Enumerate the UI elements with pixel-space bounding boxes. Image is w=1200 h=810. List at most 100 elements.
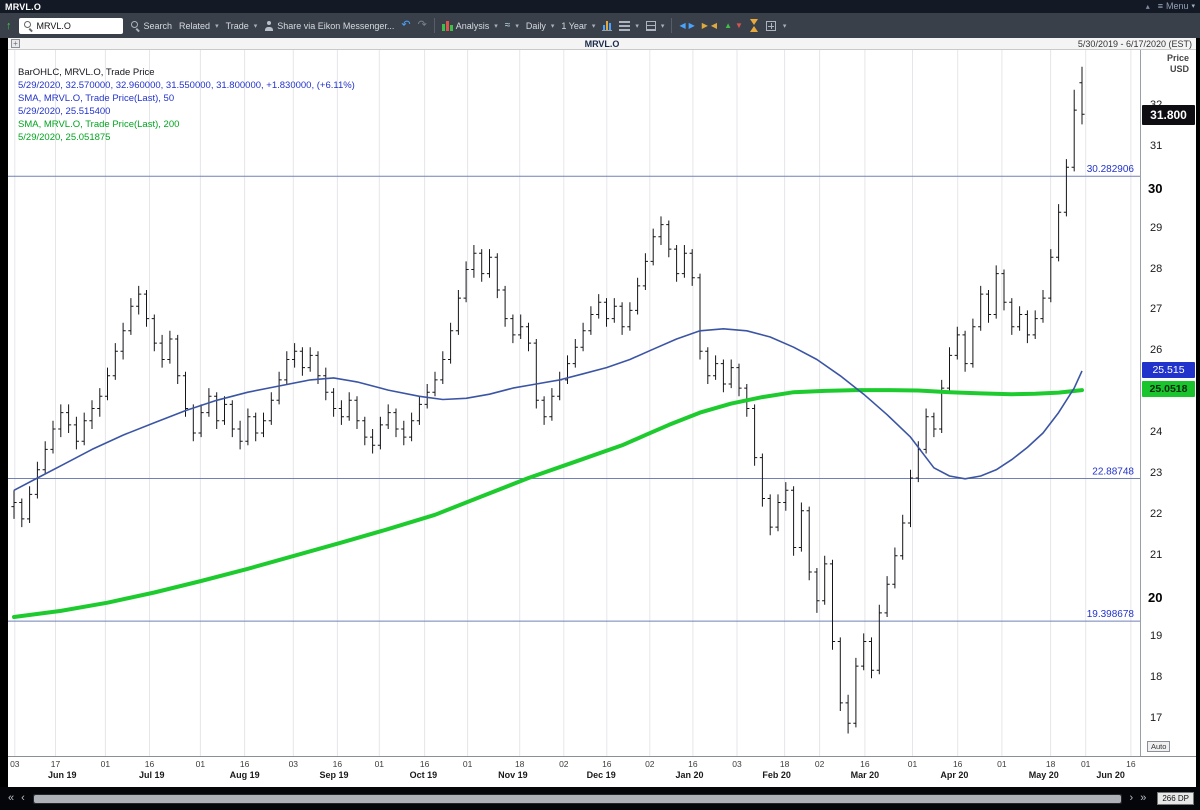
nav-up-button[interactable]: ↑: [6, 20, 12, 32]
x-axis-month-label: Dec 19: [586, 770, 616, 780]
chart-options-icon[interactable]: [11, 39, 20, 48]
compare-button[interactable]: [619, 20, 639, 31]
ohlc-bar: [985, 290, 992, 323]
x-axis-day-label: 02: [645, 759, 655, 769]
mini-chart-icon: [602, 20, 613, 31]
ohlc-bar: [89, 400, 95, 429]
toolbar-divider: [433, 18, 435, 33]
ohlc-bar: [518, 314, 524, 339]
sma200-line[interactable]: [12, 388, 1084, 619]
ohlc-bar: [892, 547, 898, 589]
scroll-left-button[interactable]: ‹: [21, 792, 25, 804]
menu-button[interactable]: Menu: [1158, 2, 1195, 11]
range-dropdown[interactable]: 1 Year: [561, 21, 595, 31]
ohlc-bar: [728, 359, 734, 389]
ohlc-bar: [370, 429, 376, 454]
left-arrow-icon: ◀: [710, 21, 718, 30]
ohlc-bar: [946, 347, 953, 393]
chevron-down-icon: ▾: [782, 22, 787, 30]
ohlc-bar: [331, 388, 337, 417]
ohlc-bar: [377, 416, 383, 450]
x-axis-day-label: 16: [602, 759, 612, 769]
chart-type-button[interactable]: [602, 20, 613, 31]
y-axis-label: 24: [1150, 426, 1163, 438]
sma50-line[interactable]: [13, 328, 1083, 492]
ohlc-bar: [112, 343, 118, 380]
ohlc-bar: [214, 392, 220, 429]
scroll-far-right-button[interactable]: »: [1140, 792, 1147, 804]
ohlc-bar: [245, 408, 251, 446]
ohlc-bar: [572, 339, 578, 368]
y-axis-label: 26: [1150, 344, 1163, 357]
x-axis-day-label: 16: [1126, 759, 1136, 769]
ohlc-bar: [650, 228, 656, 266]
scrollbar-track[interactable]: [32, 793, 1122, 804]
chart-panel: MRVL.O 5/30/2019 - 6/17/2020 (EST) 30.28…: [8, 38, 1196, 787]
scrollbar-thumb[interactable]: [33, 794, 1121, 803]
analysis-dropdown[interactable]: Analysis: [441, 20, 498, 31]
pan-left-right-button[interactable]: ◀ ▶: [679, 21, 694, 30]
ohlc-bar: [619, 302, 625, 335]
undo-button[interactable]: ↶: [401, 20, 410, 31]
wave-icon: ≈: [504, 19, 511, 31]
analysis-label: Analysis: [455, 20, 490, 31]
related-dropdown[interactable]: Related: [179, 21, 219, 31]
symbol-input[interactable]: [36, 20, 119, 31]
chart-style-dropdown[interactable]: ≈: [504, 19, 519, 31]
ohlc-bar: [627, 302, 633, 331]
y-axis-label: 28: [1150, 262, 1163, 275]
window-titlebar: MRVL.O ▴ Menu: [0, 0, 1200, 13]
search-button[interactable]: Search: [130, 20, 173, 31]
auto-scale-button[interactable]: Auto: [1147, 741, 1171, 752]
x-axis-day-label: 18: [779, 759, 790, 769]
x-axis-day-label: 18: [1045, 759, 1056, 769]
scroll-right-button[interactable]: ›: [1129, 792, 1134, 804]
redo-button[interactable]: ↷: [418, 20, 427, 31]
templates-button[interactable]: [645, 20, 665, 31]
ohlc-bar: [884, 576, 890, 617]
window-title: MRVL.O: [5, 1, 42, 12]
x-axis-month-label: May 20: [1028, 770, 1059, 780]
chart-symbol-title: MRVL.O: [584, 39, 620, 49]
price-chart[interactable]: 30.282906 22.88748 19.398678: [8, 50, 1140, 756]
ohlc-bar: [159, 334, 165, 368]
ohlc-bar: [362, 416, 368, 446]
ohlc-bar: [502, 285, 508, 327]
ohlc-bar: [666, 220, 672, 258]
ohlc-bar: [993, 265, 999, 319]
ohlc-bar: [791, 486, 797, 556]
ohlc-bar: [463, 261, 469, 303]
crosshair-button[interactable]: [765, 20, 776, 31]
interval-dropdown[interactable]: Daily: [526, 21, 555, 31]
ohlc-bar: [221, 396, 228, 425]
popout-icon[interactable]: ▴: [1145, 1, 1150, 11]
more-tools-button[interactable]: ▾: [783, 22, 787, 30]
x-axis-day-label: 01: [462, 759, 473, 769]
x-axis-month-label: Jul 19: [139, 770, 165, 780]
undo-icon: ↶: [401, 19, 411, 31]
price-axis[interactable]: Price USD Auto 1718192021222324252627282…: [1140, 50, 1196, 756]
compress-button[interactable]: ▶ ◀: [702, 21, 717, 30]
time-delay-button[interactable]: [749, 19, 759, 32]
y-axis-label: 29: [1150, 221, 1163, 234]
trade-dropdown[interactable]: Trade: [226, 21, 258, 31]
trade-label: Trade: [225, 20, 249, 31]
symbol-search-box[interactable]: [18, 17, 123, 34]
ohlc-bar: [1071, 89, 1077, 172]
up-arrow-icon: ↑: [6, 19, 12, 32]
search-label: Search: [143, 20, 173, 31]
scroll-far-left-button[interactable]: «: [8, 792, 15, 804]
y-axis-label: 18: [1150, 671, 1163, 684]
x-axis-day-label: 03: [288, 759, 299, 769]
ohlc-bar: [635, 277, 641, 315]
time-axis[interactable]: 03 17 01 16 01 16 03 16 01 16 01 18 02 16 02 16 03 18 02 16…: [8, 756, 1196, 787]
ohlc-bar: [1056, 204, 1062, 262]
share-messenger-button[interactable]: Share via Eikon Messenger...: [264, 20, 394, 31]
main-toolbar: ↑ Search Related Trade Share via Eikon M…: [0, 13, 1200, 38]
x-axis-month-label: Aug 19: [229, 770, 260, 780]
y-axis-label: 22: [1150, 507, 1163, 520]
sort-button[interactable]: ▲ ▼: [724, 21, 743, 30]
chart-plot-area[interactable]: 30.282906 22.88748 19.398678 BarOHLC, MRVL…: [8, 50, 1196, 756]
ohlc-bar: [705, 347, 711, 384]
ohlc-bar: [260, 412, 267, 438]
